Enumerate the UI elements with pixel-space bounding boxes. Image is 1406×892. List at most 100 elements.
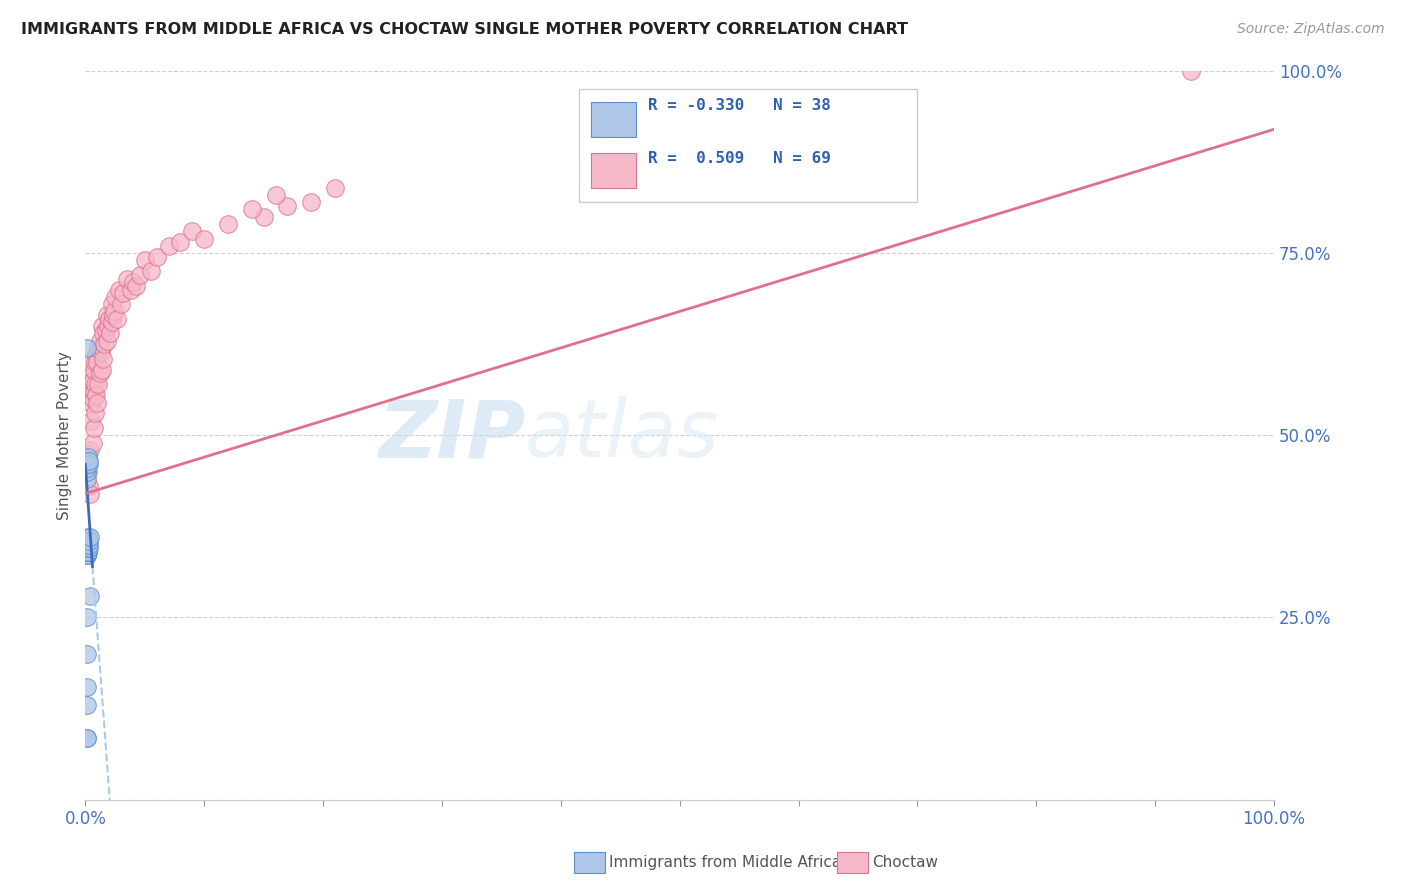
Point — [76, 545, 98, 559]
Point — [77, 458, 100, 472]
Text: atlas: atlas — [524, 396, 720, 475]
Point — [107, 311, 129, 326]
Point — [98, 311, 121, 326]
Point — [86, 395, 108, 409]
Point — [91, 326, 114, 341]
Point — [77, 479, 100, 493]
Point — [134, 253, 156, 268]
Point — [87, 341, 110, 355]
Point — [76, 446, 98, 460]
Point — [76, 458, 98, 472]
Point — [76, 647, 98, 661]
Text: Immigrants from Middle Africa: Immigrants from Middle Africa — [609, 855, 841, 870]
Point — [83, 362, 105, 376]
Point — [76, 533, 98, 548]
Point — [93, 337, 115, 351]
Point — [76, 549, 98, 563]
Point — [83, 406, 105, 420]
Point — [101, 308, 124, 322]
Point — [91, 362, 114, 376]
Point — [82, 374, 104, 388]
Point — [240, 202, 263, 217]
Text: R =  0.509   N = 69: R = 0.509 N = 69 — [648, 151, 831, 166]
Point — [98, 326, 121, 341]
FancyBboxPatch shape — [591, 153, 636, 187]
Point — [91, 318, 114, 333]
Point — [76, 454, 98, 468]
Point — [79, 486, 101, 500]
Point — [76, 454, 98, 468]
FancyBboxPatch shape — [579, 89, 917, 202]
Point — [80, 374, 103, 388]
Point — [76, 731, 98, 745]
Point — [84, 348, 107, 362]
Point — [76, 530, 98, 544]
Point — [76, 698, 98, 712]
Point — [323, 180, 346, 194]
Point — [125, 279, 148, 293]
Point — [77, 355, 100, 369]
Point — [1180, 64, 1202, 78]
Point — [76, 545, 98, 559]
Text: R = -0.330   N = 38: R = -0.330 N = 38 — [648, 98, 831, 112]
Point — [76, 341, 98, 355]
Point — [80, 395, 103, 409]
Point — [76, 472, 98, 486]
Point — [82, 435, 104, 450]
Point — [76, 610, 98, 624]
Point — [77, 537, 100, 551]
Point — [76, 541, 98, 556]
Point — [89, 334, 111, 348]
Point — [76, 450, 98, 464]
Point — [139, 264, 162, 278]
Point — [112, 286, 135, 301]
Point — [76, 545, 98, 559]
Point — [76, 533, 98, 548]
Point — [76, 549, 98, 563]
Point — [181, 224, 204, 238]
Point — [217, 217, 239, 231]
Point — [100, 315, 122, 329]
Text: Source: ZipAtlas.com: Source: ZipAtlas.com — [1237, 22, 1385, 37]
Point — [83, 384, 105, 399]
Point — [80, 414, 103, 428]
Point — [77, 454, 100, 468]
Point — [76, 541, 98, 556]
Point — [96, 334, 118, 348]
Point — [253, 210, 276, 224]
Point — [129, 268, 152, 282]
Point — [77, 541, 100, 556]
Point — [169, 235, 191, 250]
Point — [107, 283, 129, 297]
Point — [157, 239, 180, 253]
Point — [87, 377, 110, 392]
Point — [76, 537, 98, 551]
Point — [110, 297, 132, 311]
Point — [86, 355, 108, 369]
Point — [76, 461, 98, 475]
Point — [76, 541, 98, 556]
Point — [84, 388, 107, 402]
FancyBboxPatch shape — [591, 102, 636, 136]
Point — [82, 392, 104, 406]
Point — [76, 465, 98, 479]
Point — [79, 530, 101, 544]
Point — [100, 297, 122, 311]
Point — [120, 283, 142, 297]
Point — [83, 377, 105, 392]
Text: Choctaw: Choctaw — [872, 855, 938, 870]
Point — [79, 589, 101, 603]
Point — [79, 442, 101, 457]
Point — [145, 250, 167, 264]
Point — [77, 533, 100, 548]
Point — [90, 344, 112, 359]
Point — [264, 187, 287, 202]
Point — [76, 458, 98, 472]
Point — [276, 199, 298, 213]
Point — [193, 231, 215, 245]
Point — [103, 304, 125, 318]
Text: IMMIGRANTS FROM MIDDLE AFRICA VS CHOCTAW SINGLE MOTHER POVERTY CORRELATION CHART: IMMIGRANTS FROM MIDDLE AFRICA VS CHOCTAW… — [21, 22, 908, 37]
Point — [76, 731, 98, 745]
Point — [83, 421, 105, 435]
Point — [115, 271, 138, 285]
